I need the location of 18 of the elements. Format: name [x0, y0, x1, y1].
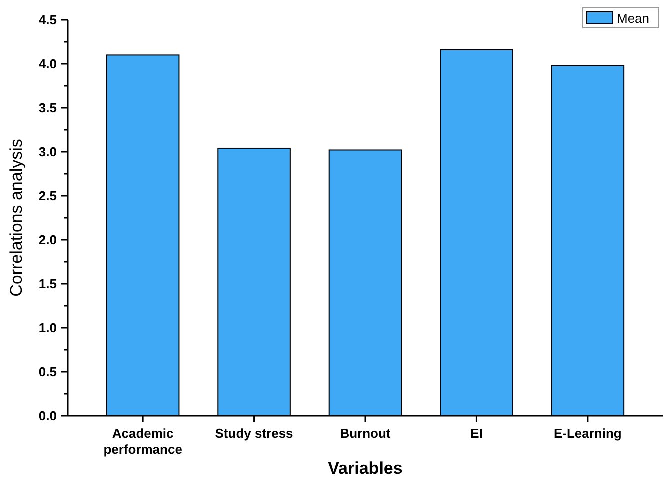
x-tick-label: EI — [470, 426, 483, 441]
x-tick-label: Academic performance — [104, 426, 182, 457]
y-tick-label: 1.0 — [38, 320, 57, 336]
x-axis-title: Variables — [328, 459, 403, 478]
y-tick-label: 3.0 — [38, 144, 57, 160]
y-tick-label: 1.5 — [38, 276, 57, 292]
x-tick-label: E-Learning — [554, 426, 622, 441]
y-tick-label: 3.5 — [38, 100, 57, 116]
y-tick-label: 4.0 — [38, 56, 57, 72]
legend-label: Mean — [617, 11, 650, 26]
y-tick-label: 0.0 — [38, 408, 57, 424]
x-tick-label: Study stress — [215, 426, 294, 441]
y-tick-label: 2.5 — [38, 188, 57, 204]
y-tick-label: 0.5 — [38, 364, 57, 380]
y-axis-title: Correlations analysis — [7, 139, 26, 297]
y-tick-label: 2.0 — [38, 232, 57, 248]
x-tick-label: Burnout — [340, 426, 392, 441]
y-tick-label: 4.5 — [38, 12, 57, 28]
